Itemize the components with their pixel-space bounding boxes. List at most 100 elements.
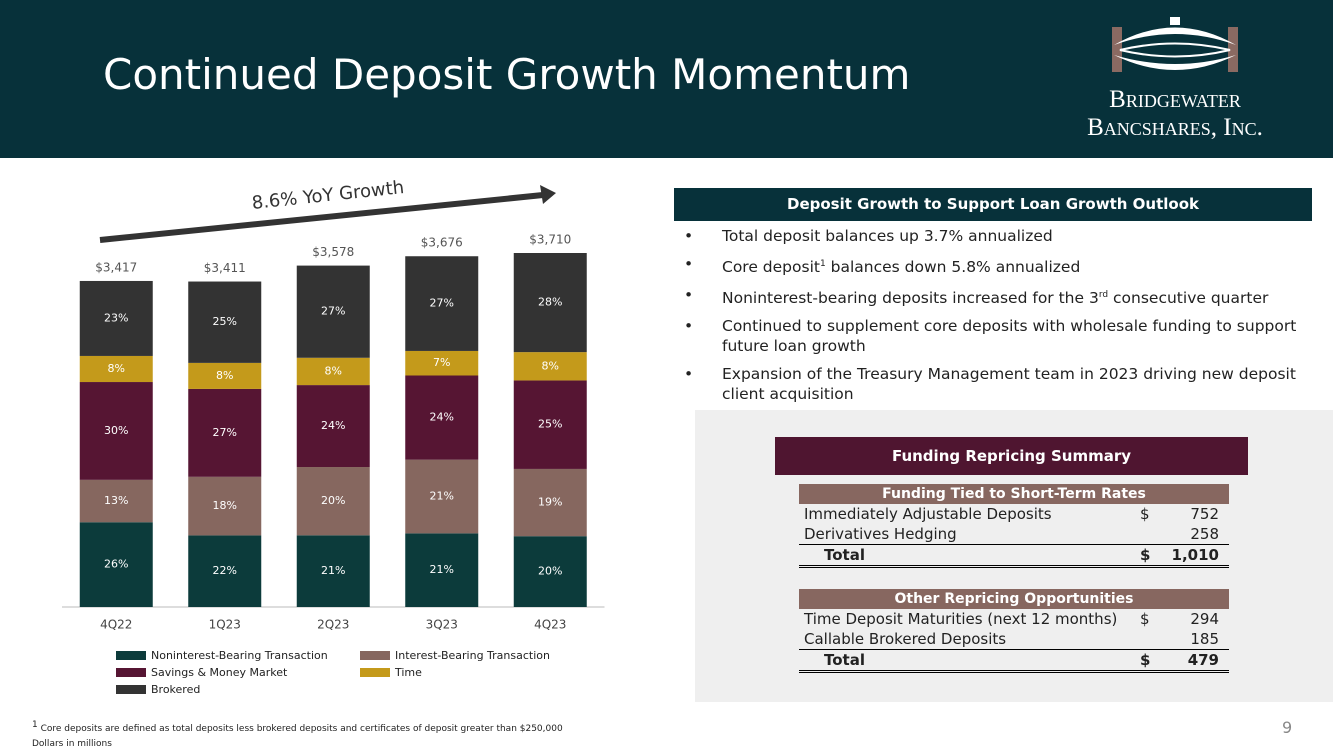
- table-heading: Other Repricing Opportunities: [799, 589, 1229, 609]
- row-amount: 258: [1190, 525, 1219, 543]
- row-currency: $: [1140, 505, 1150, 523]
- bullet-text: balances down 5.8% annualized: [825, 258, 1081, 277]
- segment-label: 18%: [213, 499, 237, 512]
- total-label: $3,411: [204, 261, 246, 275]
- row-amount: 479: [1187, 651, 1219, 669]
- panel-title: Funding Repricing Summary: [775, 437, 1248, 475]
- row-label: Derivatives Hedging: [804, 525, 957, 543]
- bar-segment: [296, 385, 370, 468]
- x-tick-label: 2Q23: [317, 618, 349, 632]
- footnote-mark: 1: [32, 720, 38, 730]
- table-heading: Funding Tied to Short-Term Rates: [799, 484, 1229, 504]
- row-label: Total: [824, 546, 865, 564]
- footnote: 1 Core deposits are defined as total dep…: [32, 718, 563, 749]
- bullet-text: consecutive quarter: [1108, 289, 1269, 308]
- segment-label: 13%: [104, 494, 128, 507]
- x-tick-label: 1Q23: [209, 618, 241, 632]
- segment-label: 27%: [430, 297, 454, 310]
- bar-segment: [513, 380, 587, 469]
- row-label: Time Deposit Maturities (next 12 months): [804, 610, 1118, 628]
- row-label: Total: [824, 651, 865, 669]
- bar-segment: [79, 522, 153, 607]
- logo-text: Bridgewater: [1109, 86, 1241, 113]
- bullet: • Total deposit balances up 3.7% annualiz…: [684, 226, 1304, 246]
- slide-title: Continued Deposit Growth Momentum: [103, 50, 911, 99]
- table-row: Immediately Adjustable Deposits $752: [799, 504, 1229, 524]
- footnote-note: Dollars in millions: [32, 739, 112, 749]
- bullet: • Continued to supplement core deposits w…: [684, 316, 1304, 356]
- bullet-text: Continued to supplement core deposits wi…: [722, 317, 1297, 356]
- bullet-text: Expansion of the Treasury Management tea…: [722, 365, 1296, 404]
- segment-label: 25%: [213, 315, 237, 328]
- segment-label: 22%: [213, 564, 237, 577]
- segment-label: 27%: [321, 305, 345, 318]
- bar-segment: [79, 355, 153, 383]
- total-label: $3,676: [421, 236, 463, 250]
- footnote-line: 1 Core deposits are defined as total dep…: [32, 718, 563, 737]
- total-label: $3,417: [95, 260, 137, 274]
- legend-swatch: [360, 668, 390, 677]
- row-label: Callable Brokered Deposits: [804, 630, 1007, 648]
- bullet-text: Total deposit balances up 3.7% annualize…: [722, 227, 1053, 245]
- row-amount: 185: [1190, 630, 1219, 648]
- bullet-dot: •: [684, 255, 694, 273]
- bullet-dot: •: [684, 227, 694, 245]
- segment-label: 30%: [104, 424, 128, 437]
- segment-label: 19%: [538, 496, 562, 509]
- table: Other Repricing Opportunities Time Deposi…: [799, 589, 1229, 673]
- bar-segment: [513, 536, 587, 607]
- page-number: 9: [1282, 718, 1293, 737]
- segment-label: 8%: [325, 364, 342, 377]
- bar-segment: [296, 535, 370, 607]
- x-tick-label: 4Q23: [534, 618, 566, 632]
- row-amount: 752: [1190, 505, 1219, 523]
- footnote-text: Core deposits are defined as total depos…: [40, 724, 563, 734]
- bar-segment: [79, 479, 153, 523]
- bullet: • Noninterest-bearing deposits increased …: [684, 285, 1304, 308]
- header-band: [0, 0, 1333, 158]
- bullet-text: Core deposit: [722, 258, 820, 277]
- bar-segment: [296, 265, 370, 358]
- segment-label: 26%: [104, 558, 128, 571]
- bullet-dot: •: [684, 317, 694, 336]
- legend-label: Brokered: [151, 683, 200, 696]
- chart: 26% 13% 30% 8% 23% $3,417 4Q22 22% 18% 27% 8% 25% $3…: [62, 177, 605, 696]
- bullet: • Core deposit1 balances down 5.8% annual…: [684, 254, 1304, 277]
- legend-label: Interest-Bearing Transaction: [395, 649, 550, 662]
- total-label: $3,578: [312, 245, 354, 259]
- bar-segment: [405, 256, 479, 351]
- bar-segment: [405, 350, 479, 376]
- bullet-text: Noninterest-bearing deposits increased f…: [722, 289, 1099, 308]
- bar-segment: [79, 382, 153, 480]
- segment-label: 27%: [213, 426, 237, 439]
- legend-swatch: [116, 651, 146, 660]
- bar-segment: [405, 375, 479, 460]
- bar-segment: [188, 281, 262, 363]
- table-row: Total $1,010: [799, 544, 1229, 568]
- section-title: Deposit Growth to Support Loan Growth Ou…: [674, 188, 1312, 221]
- legend-label: Time: [394, 666, 422, 679]
- segment-label: 20%: [538, 565, 562, 578]
- legend-swatch: [116, 685, 146, 694]
- bar-segment: [296, 357, 370, 386]
- segment-label: 7%: [433, 356, 450, 369]
- table-row: Callable Brokered Deposits 185: [799, 629, 1229, 649]
- segment-label: 8%: [216, 369, 233, 382]
- row-amount: 294: [1190, 610, 1219, 628]
- growth-arrow: [99, 192, 544, 243]
- superscript: rd: [1098, 290, 1109, 301]
- bullet-list: • Total deposit balances up 3.7% annualiz…: [684, 226, 1304, 412]
- bar-segment: [188, 535, 262, 607]
- superscript: 1: [819, 259, 826, 269]
- bar-segment: [296, 467, 370, 536]
- legend-swatch: [116, 668, 146, 677]
- legend-swatch: [360, 651, 390, 660]
- bar-segment: [188, 476, 262, 536]
- bar-segment: [405, 533, 479, 607]
- segment-label: 23%: [104, 311, 128, 324]
- segment-label: 8%: [542, 359, 559, 372]
- segment-label: 21%: [430, 490, 454, 503]
- bullet-dot: •: [684, 286, 694, 305]
- segment-label: 24%: [321, 419, 345, 432]
